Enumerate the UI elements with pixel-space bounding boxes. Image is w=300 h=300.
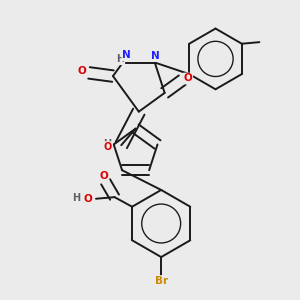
Text: Br: Br <box>155 276 168 286</box>
Text: N: N <box>122 50 131 61</box>
Text: O: O <box>84 194 92 204</box>
Text: H: H <box>116 54 124 64</box>
Text: O: O <box>100 171 108 181</box>
Text: O: O <box>184 74 192 83</box>
Text: N: N <box>151 51 160 61</box>
Text: H: H <box>103 139 111 148</box>
Text: O: O <box>104 142 112 152</box>
Text: H: H <box>72 193 80 203</box>
Text: O: O <box>78 66 86 76</box>
